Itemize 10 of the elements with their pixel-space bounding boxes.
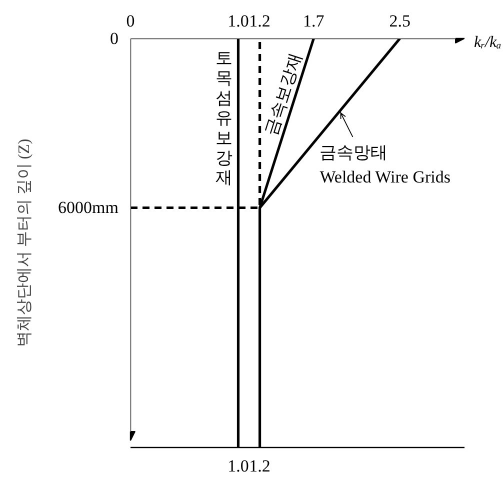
series-label: 토목섬유보강재 <box>216 48 233 188</box>
x2-tick-label: 2.5 <box>389 12 410 30</box>
y-tick-label: 6000mm <box>58 198 119 218</box>
x2-tick-label: 1.7 <box>303 12 325 30</box>
y-axis-title: 벽체상단에서 부터의 깊이 (Z) <box>16 138 34 348</box>
x2-axis-title: kᵣ/kₐ <box>474 33 502 53</box>
legend-label: 금속망태 Welded Wire Grids <box>320 142 450 187</box>
x2-tick-label: 1.2 <box>249 12 270 30</box>
x2-tick-label: 1.0 <box>228 12 249 30</box>
x2-tick-label: 0 <box>126 12 135 30</box>
